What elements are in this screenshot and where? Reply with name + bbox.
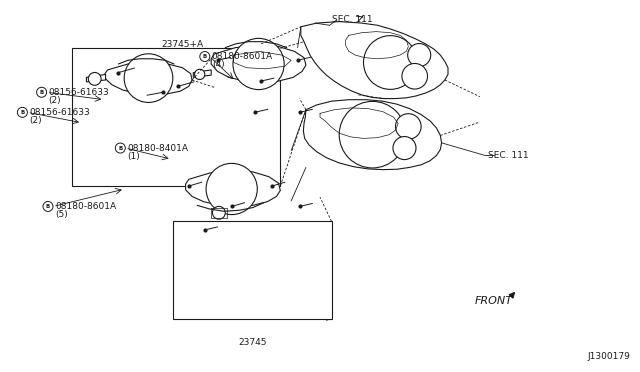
- Circle shape: [124, 54, 173, 102]
- Polygon shape: [186, 171, 280, 206]
- Polygon shape: [105, 62, 192, 95]
- Circle shape: [393, 137, 416, 160]
- Text: SEC. 111: SEC. 111: [488, 151, 528, 160]
- Polygon shape: [301, 22, 448, 99]
- Text: 23745+A: 23745+A: [161, 40, 204, 49]
- Text: 08180-8601A: 08180-8601A: [212, 52, 273, 61]
- Text: B: B: [20, 110, 24, 115]
- Polygon shape: [193, 70, 211, 77]
- Circle shape: [364, 36, 417, 89]
- Text: J1300179: J1300179: [588, 352, 630, 361]
- Text: B: B: [46, 204, 50, 209]
- Text: (4): (4): [212, 60, 225, 69]
- Circle shape: [402, 64, 428, 89]
- Text: SEC. 111: SEC. 111: [332, 15, 372, 24]
- Text: (5): (5): [55, 210, 68, 219]
- Text: 08156-61633: 08156-61633: [49, 88, 109, 97]
- Circle shape: [206, 163, 257, 215]
- Circle shape: [396, 114, 421, 139]
- Text: (1): (1): [127, 151, 140, 161]
- Circle shape: [36, 87, 47, 97]
- Polygon shape: [303, 100, 442, 170]
- Circle shape: [195, 69, 205, 80]
- Circle shape: [43, 202, 53, 211]
- Text: 08180-8601A: 08180-8601A: [55, 202, 116, 211]
- Text: 08156-61633: 08156-61633: [29, 108, 90, 117]
- Text: B: B: [203, 54, 207, 59]
- Circle shape: [408, 44, 431, 67]
- Text: (2): (2): [49, 96, 61, 105]
- Circle shape: [17, 108, 28, 117]
- Text: B: B: [118, 145, 122, 151]
- Circle shape: [339, 102, 406, 168]
- Polygon shape: [211, 45, 306, 83]
- Circle shape: [233, 38, 284, 90]
- Text: 23745: 23745: [238, 338, 266, 347]
- Polygon shape: [86, 74, 106, 82]
- Text: 08180-8401A: 08180-8401A: [127, 144, 188, 153]
- Text: B: B: [40, 90, 44, 95]
- Circle shape: [212, 206, 225, 219]
- Text: FRONT: FRONT: [475, 296, 513, 305]
- Text: (2): (2): [29, 116, 42, 125]
- Circle shape: [88, 73, 101, 85]
- Bar: [173, 221, 332, 319]
- Circle shape: [115, 143, 125, 153]
- Circle shape: [200, 52, 210, 61]
- Bar: [72, 48, 280, 186]
